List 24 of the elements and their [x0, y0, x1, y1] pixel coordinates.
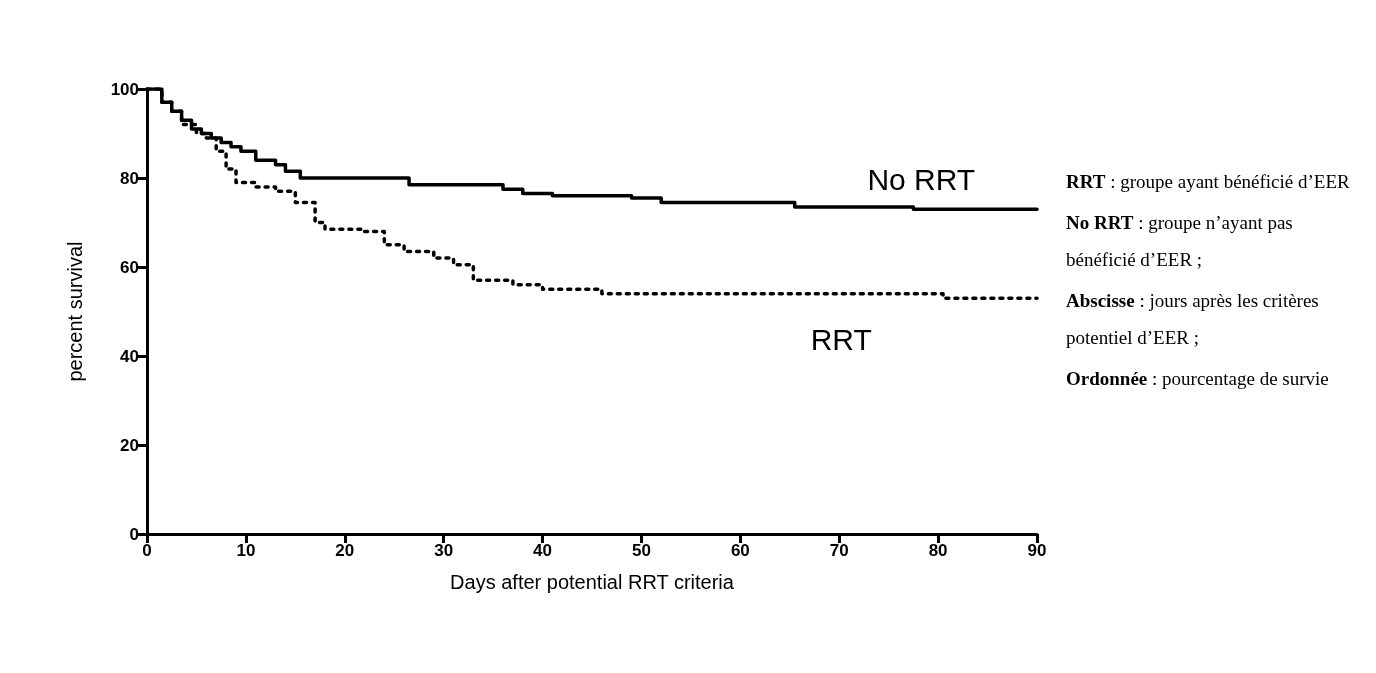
x-tick-label: 80	[928, 541, 948, 560]
x-axis-title: Days after potential RRT criteria	[450, 571, 735, 593]
x-tick-label: 20	[335, 541, 355, 560]
x-tick-label: 40	[533, 541, 553, 560]
y-tick-label: 40	[120, 346, 139, 366]
text: Ordonnée : pourcentage de survie	[1066, 367, 1330, 391]
series-label: RRT	[810, 323, 872, 357]
x-tick-label: 90	[1027, 541, 1047, 560]
x-tick-label: 30	[434, 541, 454, 560]
y-tick-label: 100	[110, 79, 139, 99]
y-tick-label: 80	[120, 168, 139, 188]
y-tick-label: 20	[120, 435, 139, 455]
x-tick-label: 60	[730, 541, 750, 560]
y-tick-label: 0	[129, 524, 139, 544]
text: RRT : groupe ayant bénéficié d’EER	[1066, 170, 1351, 194]
x-tick-label: 0	[142, 541, 152, 560]
text: No RRT : groupe n’ayant pas bénéficié d’EER ;	[1066, 211, 1294, 272]
text: Abscisse : jours après les critères potentiel d’EER ;	[1066, 289, 1320, 350]
x-tick-label: 50	[631, 541, 651, 560]
x-tick-label: 70	[829, 541, 849, 560]
y-tick-label: 60	[120, 257, 139, 277]
x-tick-label: 10	[236, 541, 256, 560]
y-axis-title: percent survival	[64, 241, 86, 382]
series-label: No RRT	[867, 162, 976, 196]
